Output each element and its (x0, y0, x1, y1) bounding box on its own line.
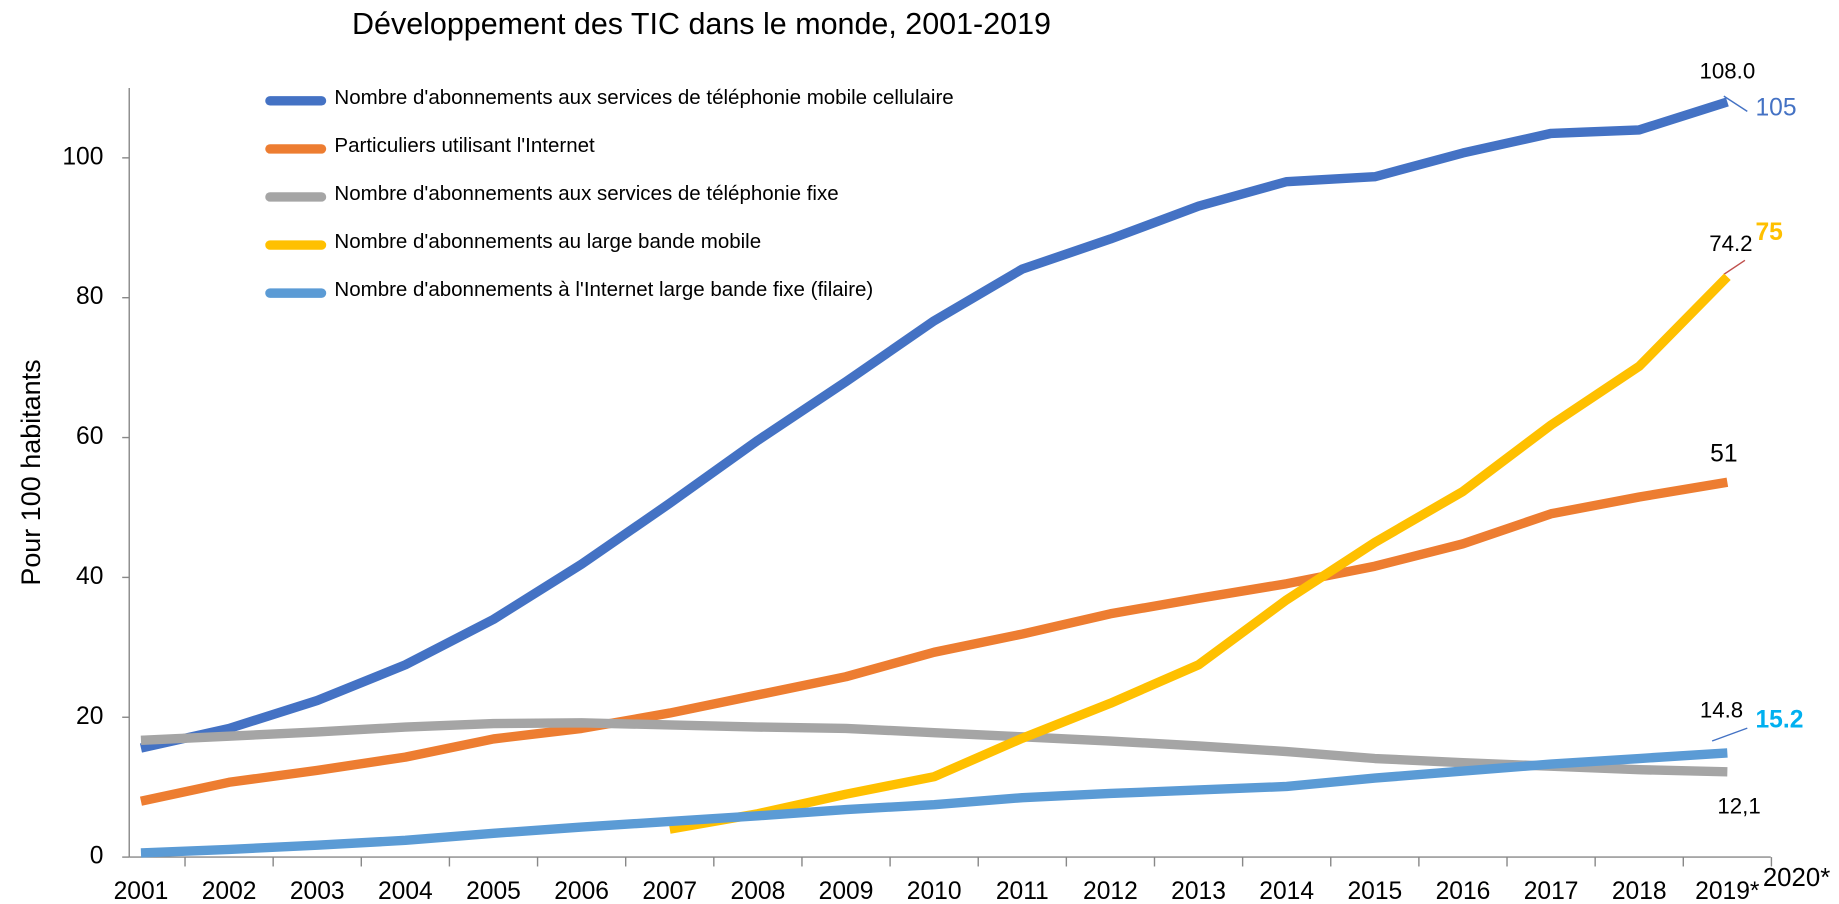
annotation: 74.2 (1709, 231, 1752, 256)
x-tick-label: 2014 (1259, 878, 1314, 904)
legend-label: Nombre d'abonnements aux services de tél… (334, 86, 953, 109)
annotation: 12,1 (1717, 794, 1760, 819)
legend-label: Nombre d'abonnements à l'Internet large … (334, 278, 873, 301)
x-tick-label: 2017 (1524, 878, 1579, 904)
y-tick-label: 60 (76, 423, 103, 450)
series-line (668, 273, 1731, 834)
x-tick-label: 2008 (731, 878, 786, 904)
x-axis-end-label: 2020* (1763, 864, 1830, 892)
leader-line (1711, 727, 1748, 742)
series-line (140, 718, 1728, 777)
x-tick-label: 2018 (1612, 878, 1667, 904)
x-tick-label: 2009 (819, 878, 874, 904)
x-tick-label: 2004 (378, 878, 433, 904)
series-line (139, 97, 1729, 753)
series-line (139, 477, 1729, 806)
x-tick-label: 2007 (642, 878, 697, 904)
x-tick-label: 2006 (554, 878, 609, 904)
x-tick-label: 2015 (1347, 878, 1402, 904)
y-axis-label: Pour 100 habitants (16, 359, 46, 585)
leader-line (1723, 259, 1746, 275)
chart-title: Développement des TIC dans le monde, 200… (352, 7, 1051, 41)
x-tick-label: 2011 (996, 878, 1049, 904)
x-tick-label: 2016 (1436, 878, 1491, 904)
x-tick-label: 2001 (114, 878, 169, 904)
y-tick-label: 80 (76, 283, 103, 310)
x-tick-label: 2019* (1695, 878, 1760, 904)
legend-label: Nombre d'abonnements aux services de tél… (334, 182, 838, 205)
x-tick-label: 2002 (202, 878, 257, 904)
x-tick-label: 2013 (1171, 878, 1226, 904)
x-tick-label: 2003 (290, 878, 345, 904)
y-tick-label: 0 (90, 843, 104, 870)
annotation: 105 (1755, 95, 1796, 122)
annotation: 15.2 (1755, 707, 1803, 734)
legend-label: Particuliers utilisant l'Internet (334, 134, 595, 157)
annotation: 14.8 (1700, 698, 1743, 723)
x-tick-label: 2012 (1083, 878, 1138, 904)
annotation: 51 (1710, 440, 1737, 467)
legend-label: Nombre d'abonnements au large bande mobi… (334, 230, 761, 253)
x-tick-label: 2010 (907, 878, 962, 904)
y-tick-label: 20 (76, 703, 103, 730)
leader-line (1723, 95, 1748, 112)
y-tick-label: 100 (62, 143, 103, 170)
annotation: 75 (1755, 219, 1782, 246)
annotation: 108.0 (1699, 59, 1755, 84)
series-line (140, 748, 1728, 858)
x-tick-label: 2005 (466, 878, 521, 904)
y-tick-label: 40 (76, 563, 103, 590)
